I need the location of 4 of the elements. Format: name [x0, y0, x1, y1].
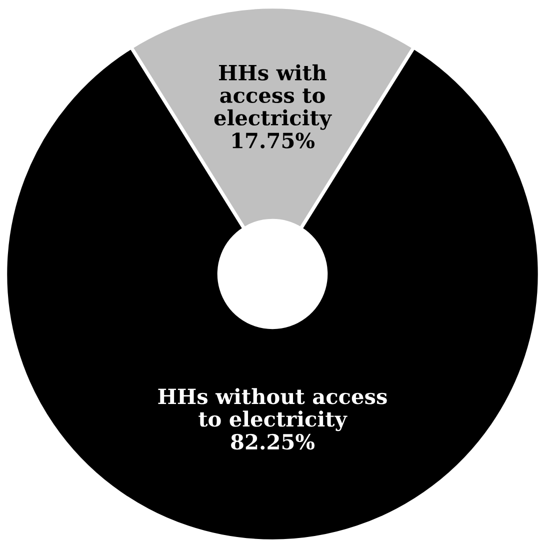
data-label: 82.25% [231, 434, 315, 450]
data-label: 17.75% [232, 132, 315, 148]
slice-label: HHs with access to electricity [214, 64, 332, 130]
slice-label: HHs without access to electricity [158, 388, 387, 432]
